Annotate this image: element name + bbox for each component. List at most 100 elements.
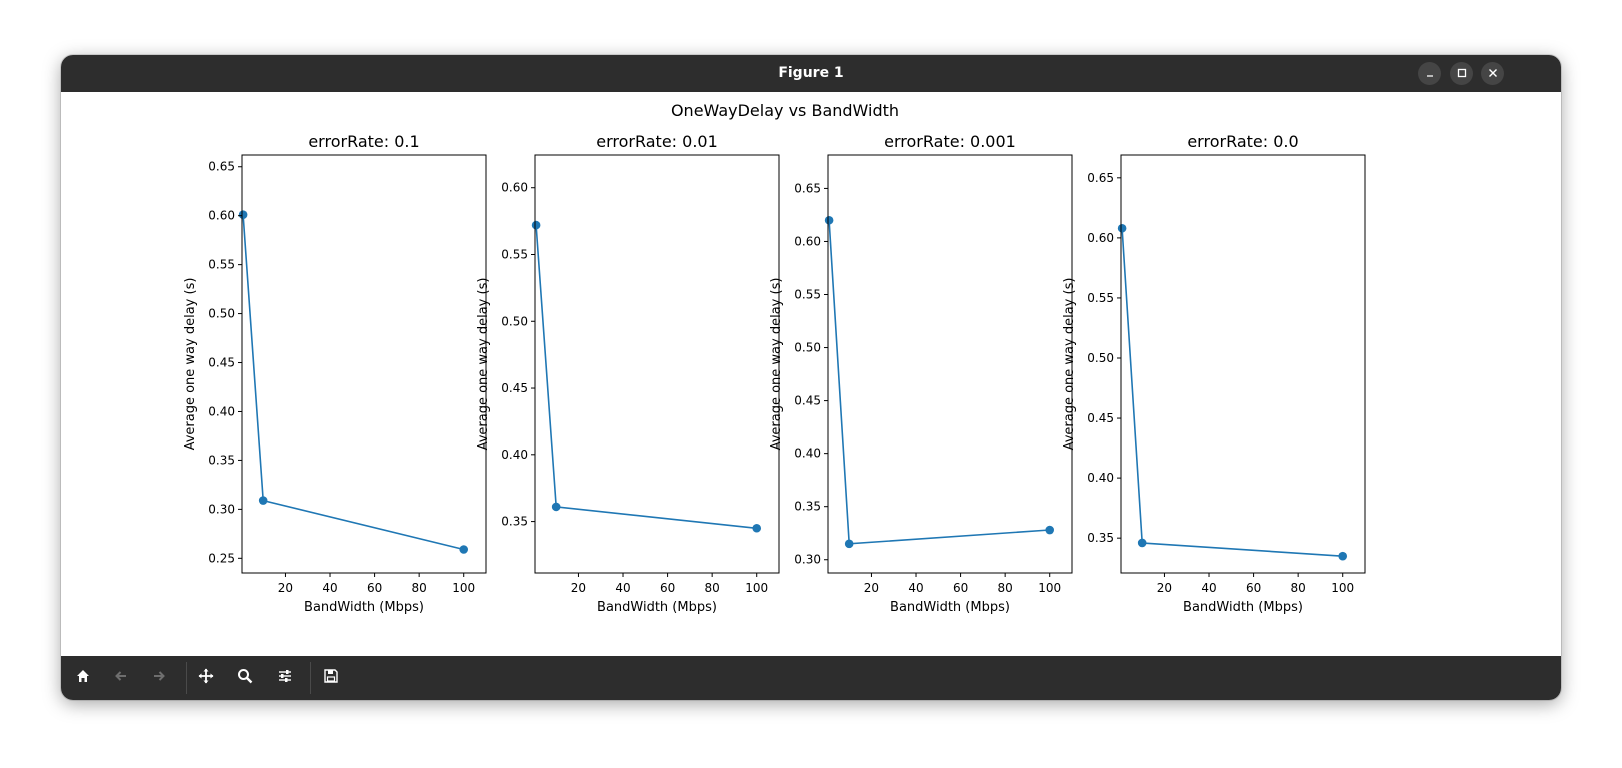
y-tick-label: 0.50 — [208, 307, 235, 321]
close-button[interactable] — [1481, 62, 1504, 85]
y-axis-label: Average one way delay (s) — [1062, 278, 1077, 451]
maximize-button[interactable] — [1450, 62, 1473, 85]
y-tick-label: 0.60 — [501, 181, 528, 195]
axes-frame — [1120, 154, 1366, 574]
subplot-1: errorRate: 0.1 20 40 60 80 100 0.25 0.30 0.35 0.4… — [183, 132, 487, 615]
x-tick-label: 20 — [1157, 581, 1172, 595]
y-axis-label: Average one way delay (s) — [476, 278, 491, 451]
y-tick-label: 0.65 — [1087, 171, 1114, 185]
navigation-toolbar — [61, 656, 1561, 700]
x-tick-label: 80 — [998, 581, 1013, 595]
y-axis-label: Average one way delay (s) — [769, 278, 784, 451]
y-tick-label: 0.35 — [501, 515, 528, 529]
minimize-button[interactable] — [1418, 62, 1441, 85]
forward-arrow-icon — [151, 668, 167, 688]
zoom-button[interactable] — [230, 663, 260, 693]
data-point — [531, 220, 541, 230]
x-tick-label: 100 — [1038, 581, 1061, 595]
title-bar[interactable]: Figure 1 — [61, 55, 1561, 92]
x-axis-label: BandWidth (Mbps) — [597, 600, 717, 615]
y-tick-label: 0.40 — [1087, 471, 1114, 485]
subplot-2: errorRate: 0.01 20 40 60 80 100 0.35 0.40 0.45 0.… — [476, 132, 780, 615]
y-tick-label: 0.35 — [794, 500, 821, 514]
y-tick-label: 0.55 — [208, 258, 235, 272]
figure-canvas[interactable]: OneWayDelay vs BandWidth errorRate: 0.1 2… — [61, 92, 1561, 656]
x-tick-label: 60 — [660, 581, 675, 595]
axes-frame — [241, 154, 487, 574]
axes-frame — [534, 154, 780, 574]
data-point — [238, 210, 248, 220]
data-point — [459, 545, 469, 554]
x-axis-label: BandWidth (Mbps) — [304, 600, 424, 615]
x-tick-label: 80 — [412, 581, 427, 595]
y-tick-label: 0.35 — [208, 453, 235, 467]
x-tick-label: 20 — [864, 581, 879, 595]
x-tick-label: 80 — [1291, 581, 1306, 595]
pan-button[interactable] — [191, 663, 221, 693]
subplot-title: errorRate: 0.01 — [596, 132, 718, 151]
x-tick-label: 60 — [367, 581, 382, 595]
figure-suptitle: OneWayDelay vs BandWidth — [671, 101, 899, 120]
y-tick-label: 0.55 — [794, 288, 821, 302]
save-button[interactable] — [316, 663, 346, 693]
home-button[interactable] — [68, 663, 98, 693]
y-tick-label: 0.40 — [208, 404, 235, 418]
forward-button[interactable] — [144, 663, 174, 693]
series-line — [1121, 228, 1343, 557]
y-tick-label: 0.55 — [1087, 291, 1114, 305]
x-tick-label: 40 — [615, 581, 630, 595]
series-line — [242, 214, 464, 551]
y-tick-label: 0.45 — [501, 381, 528, 395]
pan-move-icon — [198, 668, 214, 688]
minimize-icon — [1425, 67, 1435, 81]
y-tick-label: 0.30 — [794, 553, 821, 567]
data-point — [551, 502, 561, 512]
data-point — [1117, 223, 1127, 233]
back-button[interactable] — [106, 663, 136, 693]
y-tick-label: 0.50 — [1087, 351, 1114, 365]
back-arrow-icon — [113, 668, 129, 688]
subplot-4: errorRate: 0.0 20 40 60 80 100 0.35 0.40 0.45 0.5… — [1062, 132, 1366, 615]
data-point — [1137, 538, 1147, 548]
data-point — [258, 496, 268, 505]
x-tick-label: 100 — [745, 581, 768, 595]
y-tick-label: 0.40 — [794, 447, 821, 461]
y-tick-label: 0.60 — [794, 234, 821, 248]
x-tick-label: 100 — [452, 581, 475, 595]
save-floppy-icon — [323, 668, 339, 688]
y-tick-label: 0.25 — [208, 551, 235, 565]
maximize-icon — [1457, 67, 1467, 81]
subplot-title: errorRate: 0.1 — [308, 132, 419, 151]
x-tick-label: 20 — [571, 581, 586, 595]
x-tick-label: 60 — [953, 581, 968, 595]
y-tick-label: 0.65 — [208, 160, 235, 174]
data-point — [1338, 551, 1348, 561]
x-tick-label: 40 — [908, 581, 923, 595]
subplot-title: errorRate: 0.0 — [1187, 132, 1298, 151]
close-icon — [1488, 67, 1498, 81]
data-point — [824, 215, 834, 225]
data-point — [844, 539, 854, 549]
y-tick-label: 0.35 — [1087, 531, 1114, 545]
configure-subplots-button[interactable] — [270, 663, 300, 693]
x-tick-label: 40 — [1201, 581, 1216, 595]
toolbar-separator — [310, 662, 311, 694]
series-line — [828, 220, 1050, 545]
y-tick-label: 0.45 — [794, 394, 821, 408]
figure-window: Figure 1 OneWayDelay vs BandWidth errorR… — [61, 55, 1561, 700]
y-tick-label: 0.45 — [1087, 411, 1114, 425]
y-tick-label: 0.50 — [501, 314, 528, 328]
configure-subplots-icon — [277, 668, 293, 688]
x-tick-label: 60 — [1246, 581, 1261, 595]
data-point — [1045, 525, 1055, 535]
x-tick-label: 20 — [278, 581, 293, 595]
y-tick-label: 0.45 — [208, 356, 235, 370]
subplot-title: errorRate: 0.001 — [884, 132, 1016, 151]
toolbar-separator — [186, 662, 187, 694]
y-tick-label: 0.40 — [501, 448, 528, 462]
x-axis-label: BandWidth (Mbps) — [1183, 600, 1303, 615]
y-tick-label: 0.60 — [1087, 231, 1114, 245]
y-tick-label: 0.55 — [501, 247, 528, 261]
home-icon — [75, 668, 91, 688]
zoom-magnifier-icon — [237, 668, 253, 688]
